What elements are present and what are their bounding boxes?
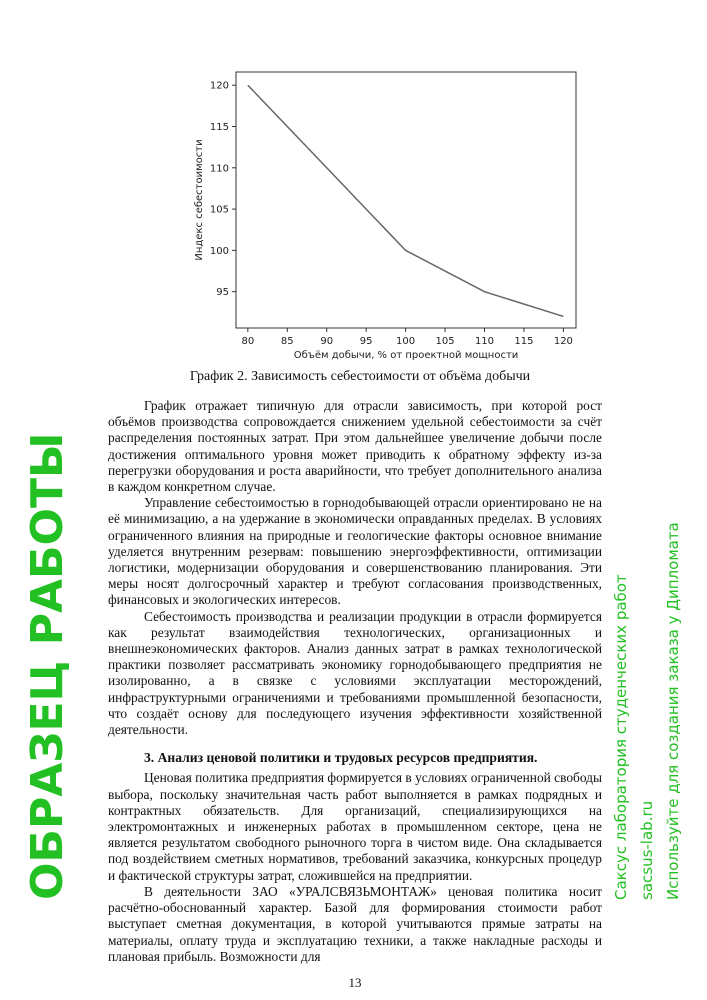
paragraph: Управление себестоимостью в горнодобываю… xyxy=(108,495,602,608)
figure-caption: График 2. Зависимость себестоимости от о… xyxy=(189,369,531,384)
x-tick-label: 115 xyxy=(514,336,533,347)
y-tick-label: 105 xyxy=(210,205,229,216)
x-tick-label: 105 xyxy=(436,336,455,347)
x-axis-label: Объём добычи, % от проектной мощности xyxy=(294,350,519,361)
watermark-line: Используйте для создания заказа у Диплом… xyxy=(664,522,682,900)
x-tick-label: 90 xyxy=(320,336,333,347)
x-tick-label: 95 xyxy=(360,336,373,347)
x-tick-label: 80 xyxy=(241,336,254,347)
series-line xyxy=(247,84,564,318)
x-tick-label: 85 xyxy=(281,336,294,347)
document-flow: График отражает типичную для отрасли зав… xyxy=(108,398,602,990)
x-tick-label: 100 xyxy=(396,336,415,347)
paragraph: Ценовая политика предприятия формируется… xyxy=(108,770,602,883)
page-number: 13 xyxy=(348,974,362,990)
paragraph: График отражает типичную для отрасли зав… xyxy=(108,398,602,495)
paragraph: В деятельности ЗАО «УРАЛСВЯЗЬМОНТАЖ» цен… xyxy=(108,883,602,964)
x-tick-label: 110 xyxy=(475,336,494,347)
cost-index-chart: 80 85 90 95 100 105 110 115 120 95 100 105 110 115 120… xyxy=(194,71,577,361)
y-tick-label: 110 xyxy=(210,163,229,174)
y-tick-label: 100 xyxy=(210,246,229,257)
watermark-main: ОБРАЗЕЦ РАБОТЫ xyxy=(22,432,73,900)
document-body: График отражает типичную для отрасли зав… xyxy=(108,398,602,965)
x-tick-label: 120 xyxy=(554,336,573,347)
paragraph: Себестоимость производства и реализации … xyxy=(108,608,602,738)
watermark-line: sacsus-lab.ru xyxy=(638,800,656,900)
y-axis-label: Индекс себестоимости xyxy=(194,139,205,260)
watermark-line: Саксус лаборатория студенческих работ xyxy=(612,574,630,900)
y-tick-label: 95 xyxy=(216,287,229,298)
section-heading: 3. Анализ ценовой политики и трудовых ре… xyxy=(144,750,538,766)
y-tick-label: 120 xyxy=(210,81,229,92)
y-tick-label: 115 xyxy=(210,122,229,133)
plot-frame xyxy=(235,71,577,329)
